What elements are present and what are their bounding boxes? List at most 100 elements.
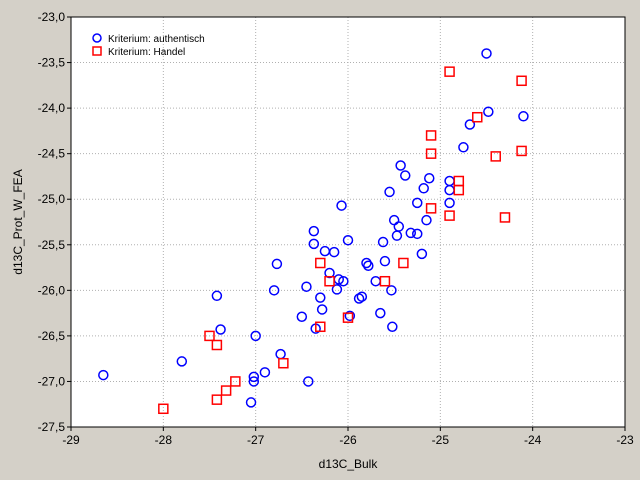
point-authentisch <box>444 197 455 209</box>
point-authentisch <box>344 310 356 322</box>
x-tick-label: -27 <box>247 433 265 447</box>
point-authentisch <box>315 292 326 303</box>
y-tick-label: -27,5 <box>38 420 66 434</box>
point-authentisch <box>412 197 423 209</box>
x-tick-label: -28 <box>155 433 173 447</box>
point-authentisch <box>296 311 308 323</box>
point-authentisch <box>250 330 261 342</box>
point-authentisch <box>353 293 365 304</box>
x-tick-label: -29 <box>62 433 80 447</box>
point-handel <box>490 151 501 162</box>
point-handel <box>472 111 483 123</box>
legend: Kriterium: authentisch Kriterium: Handel <box>92 33 205 58</box>
point-handel <box>315 257 326 269</box>
point-authentisch <box>363 260 374 271</box>
y-tick-labels: -23,0 -23,5 -24,0 -24,5 -25,0 -25,5 -26,0 -26,5… <box>38 10 66 434</box>
x-tick-label: -26 <box>339 433 357 447</box>
point-authentisch <box>361 257 372 269</box>
point-authentisch <box>331 284 343 295</box>
point-authentisch <box>387 321 398 333</box>
point-authentisch <box>458 142 469 153</box>
point-authentisch <box>377 236 389 248</box>
y-tick-label: -24,5 <box>38 147 66 161</box>
point-handel <box>315 321 326 333</box>
point-authentisch <box>324 267 335 279</box>
point-authentisch <box>384 186 395 198</box>
point-authentisch <box>386 285 397 296</box>
point-authentisch <box>342 234 354 246</box>
point-handel <box>444 210 455 221</box>
x-tick-label: -24 <box>524 433 542 447</box>
point-authentisch <box>303 376 314 387</box>
x-tick-labels: -29 -28 -27 -26 -25 -24 -23 <box>62 433 634 447</box>
point-handel <box>444 66 455 77</box>
point-authentisch <box>336 200 347 211</box>
point-handel <box>342 312 354 323</box>
point-handel <box>230 376 241 387</box>
point-handel <box>516 75 527 87</box>
point-handel <box>425 203 437 214</box>
point-authentisch <box>248 371 260 383</box>
point-handel <box>453 184 465 196</box>
point-handel <box>220 385 232 396</box>
point-handel <box>499 212 511 223</box>
y-tick-label: -24,0 <box>38 101 66 115</box>
point-authentisch <box>416 248 428 260</box>
point-handel <box>158 403 169 415</box>
point-authentisch <box>316 304 328 315</box>
point-authentisch <box>399 170 411 181</box>
point-authentisch <box>248 376 260 387</box>
y-axis-title: d13C_Prot_W_FEA <box>11 169 25 274</box>
point-authentisch <box>328 246 340 258</box>
point-authentisch <box>268 285 280 296</box>
y-tick-label: -25,5 <box>38 238 66 252</box>
point-handel <box>398 257 409 269</box>
legend-marker-handel <box>92 46 102 56</box>
point-authentisch <box>245 397 257 408</box>
point-handel <box>425 148 437 159</box>
y-tick-label: -26,0 <box>38 283 66 297</box>
y-tick-label: -23,0 <box>38 10 66 24</box>
axis-ticks <box>67 16 626 431</box>
point-authentisch <box>176 356 188 367</box>
point-authentisch <box>301 281 312 292</box>
point-authentisch <box>308 238 320 250</box>
point-authentisch <box>259 367 271 378</box>
point-handel <box>425 130 437 141</box>
point-authentisch <box>393 221 405 232</box>
y-tick-label: -26,5 <box>38 329 66 343</box>
legend-label-authentisch: Kriterium: authentisch <box>108 34 205 45</box>
point-authentisch <box>308 225 320 237</box>
point-handel <box>324 275 335 287</box>
point-authentisch <box>211 290 223 302</box>
point-authentisch <box>418 183 429 194</box>
point-authentisch <box>271 258 283 270</box>
point-authentisch <box>379 255 391 267</box>
point-authentisch <box>405 227 417 239</box>
point-authentisch <box>421 214 432 226</box>
point-authentisch <box>412 228 423 240</box>
point-handel <box>211 394 223 405</box>
point-handel <box>516 145 527 157</box>
point-authentisch <box>424 173 435 184</box>
point-authentisch <box>338 275 349 287</box>
y-tick-label: -27,0 <box>38 374 66 388</box>
point-authentisch <box>464 119 476 130</box>
point-authentisch <box>375 307 386 319</box>
y-tick-label: -25,0 <box>38 192 66 206</box>
point-authentisch <box>356 291 368 302</box>
point-authentisch <box>98 369 109 381</box>
point-authentisch <box>395 160 406 171</box>
point-authentisch <box>215 324 226 335</box>
x-axis-title: d13C_Bulk <box>319 457 379 471</box>
legend-label-handel: Kriterium: Handel <box>108 47 185 58</box>
point-handel <box>204 330 215 342</box>
legend-marker-authentisch <box>92 33 102 43</box>
point-authentisch <box>483 106 494 118</box>
point-handel <box>211 339 223 351</box>
point-handel <box>379 275 391 287</box>
point-authentisch <box>481 48 492 59</box>
point-handel <box>278 357 289 369</box>
data-points <box>98 48 529 415</box>
